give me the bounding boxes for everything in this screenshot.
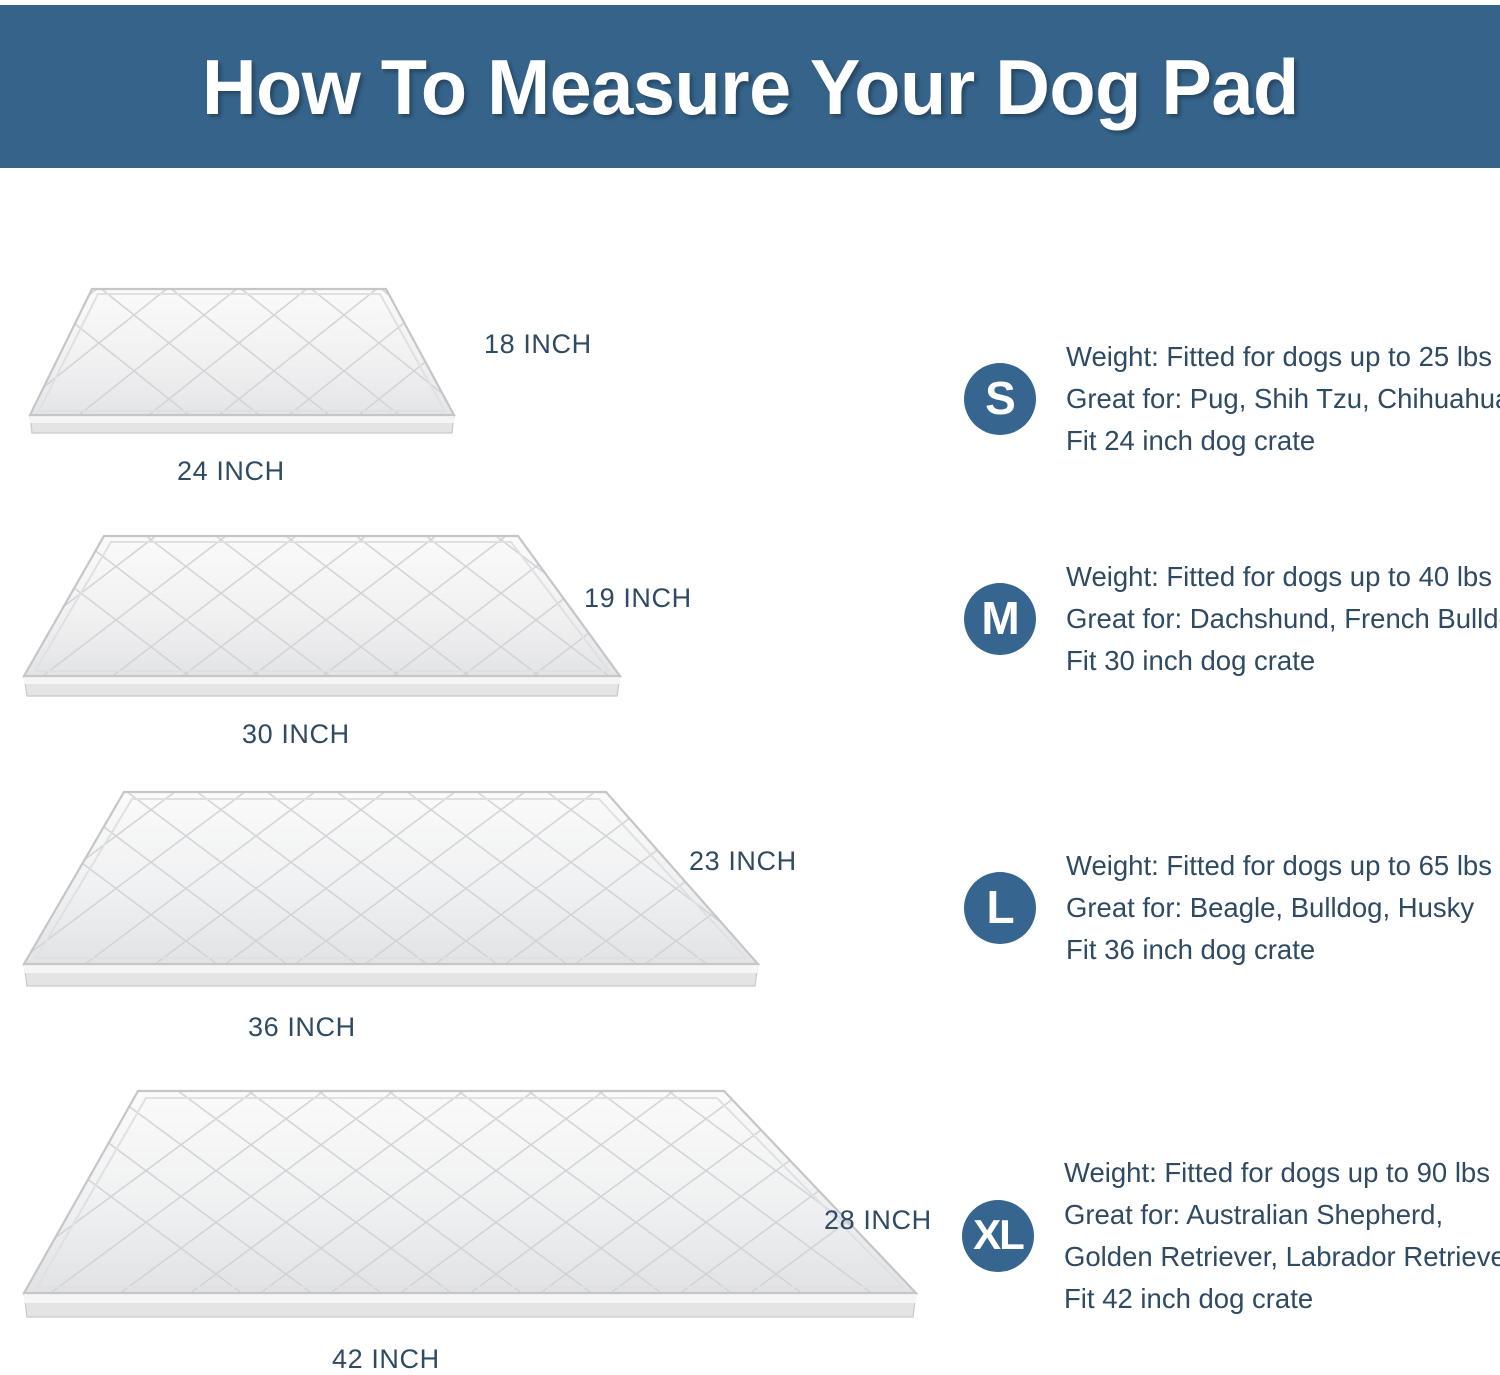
size-fit-s: Fit 24 inch dog crate [1066,425,1316,456]
size-row-l: L Weight: Fitted for dogs up to 65 lbs G… [964,845,1492,971]
size-badge-label-l: L [986,881,1014,933]
pad-illustration-l: 23 INCH 36 INCH [6,786,796,1042]
pad-svg-l [22,790,761,987]
size-row-m: M Weight: Fitted for dogs up to 40 lbs G… [964,556,1500,682]
size-badge-s: S [964,363,1036,435]
dim-depth-label-l: 23 INCH [689,846,797,876]
dim-width-label-l: 36 INCH [248,1012,356,1042]
size-row-s: S Weight: Fitted for dogs up to 25 lbs G… [964,336,1500,462]
size-badge-m: M [964,583,1036,655]
dim-depth-label-xl: 28 INCH [824,1205,932,1235]
header-banner: How To Measure Your Dog Pad [0,5,1500,168]
dim-width-label-xl: 42 INCH [332,1344,440,1374]
size-description-xl: Weight: Fitted for dogs up to 90 lbs Gre… [1064,1152,1500,1320]
dim-width-label-s: 24 INCH [177,456,285,486]
dim-depth-label-m: 19 INCH [584,583,692,613]
pad-svg-s [28,287,456,434]
pad-illustration-m: 19 INCH 30 INCH [6,530,691,749]
size-greatfor2-xl: Golden Retriever, Labrador Retriever [1064,1241,1500,1272]
size-row-xl: XL Weight: Fitted for dogs up to 90 lbs … [962,1152,1500,1320]
dim-width-label-m: 30 INCH [242,719,350,749]
size-badge-label-s: S [985,372,1016,424]
size-fit-l: Fit 36 inch dog crate [1066,934,1316,965]
size-fit-xl: Fit 42 inch dog crate [1064,1283,1314,1314]
size-badge-l: L [964,872,1036,944]
dim-depth-label-s: 18 INCH [484,329,592,359]
pad-illustration-xl: 28 INCH 42 INCH [6,1085,936,1374]
pad-svg-xl [22,1089,919,1318]
size-greatfor-m: Great for: Dachshund, French Bulldog [1066,603,1500,634]
page-title: How To Measure Your Dog Pad [201,42,1299,131]
size-greatfor-l: Great for: Beagle, Bulldog, Husky [1066,892,1475,923]
pad-illustration-s: 18 INCH 24 INCH [14,283,591,486]
size-weight-m: Weight: Fitted for dogs up to 40 lbs [1066,561,1492,592]
pad-svg-m [22,534,623,697]
size-weight-xl: Weight: Fitted for dogs up to 90 lbs [1064,1157,1490,1188]
size-greatfor-s: Great for: Pug, Shih Tzu, Chihuahua [1066,383,1500,414]
size-badge-xl: XL [962,1200,1034,1272]
size-description-s: Weight: Fitted for dogs up to 25 lbs Gre… [1066,336,1500,462]
size-badge-label-xl: XL [973,1211,1025,1258]
size-greatfor-xl: Great for: Australian Shepherd, [1064,1199,1444,1230]
size-description-m: Weight: Fitted for dogs up to 40 lbs Gre… [1066,556,1500,682]
size-badge-label-m: M [981,592,1019,644]
size-weight-s: Weight: Fitted for dogs up to 25 lbs [1066,341,1492,372]
size-description-l: Weight: Fitted for dogs up to 65 lbs Gre… [1066,845,1492,971]
size-fit-m: Fit 30 inch dog crate [1066,645,1316,676]
size-weight-l: Weight: Fitted for dogs up to 65 lbs [1066,850,1492,881]
